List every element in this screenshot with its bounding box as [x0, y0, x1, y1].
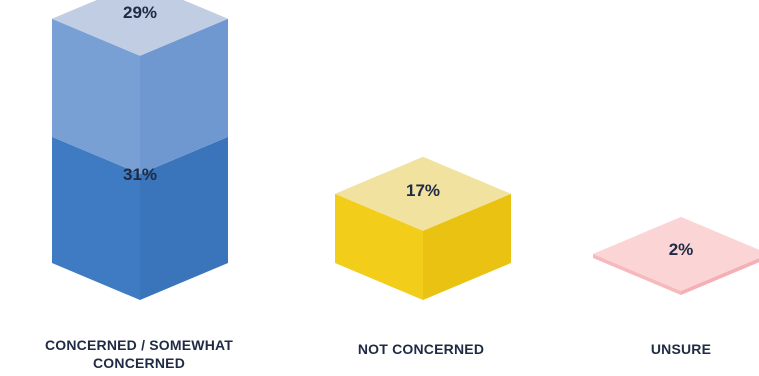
bar-not-concerned-left-face: [335, 193, 423, 300]
bar-unsure-top-face: [593, 216, 759, 291]
category-label-unsure: UNSURE: [650, 341, 712, 357]
category-label-not-concerned: NOT CONCERNED: [357, 341, 485, 357]
bar-concerned-upper-top-face: [52, 0, 228, 56]
bar-concerned-upper-left-face: [52, 18, 140, 174]
bar-concerned-lower-right-face: [140, 136, 228, 300]
bar-unsure-left-face: [593, 253, 681, 295]
bar-unsure-right-face: [681, 258, 759, 295]
bar-not-concerned-right-face: [423, 193, 511, 300]
category-label-concerned: CONCERNED / SOMEWHAT CONCERNED: [44, 337, 234, 371]
data-label-not-concerned: 17%: [406, 181, 440, 200]
data-label-somewhat-29: 29%: [123, 3, 157, 22]
bar-not-concerned-top-face: [335, 156, 511, 231]
bar-concerned-upper-right-face: [140, 18, 228, 174]
data-label-unsure: 2%: [669, 240, 694, 259]
bar-concerned-lower-left-face: [52, 136, 140, 300]
data-label-concerned-31: 31%: [123, 165, 157, 184]
